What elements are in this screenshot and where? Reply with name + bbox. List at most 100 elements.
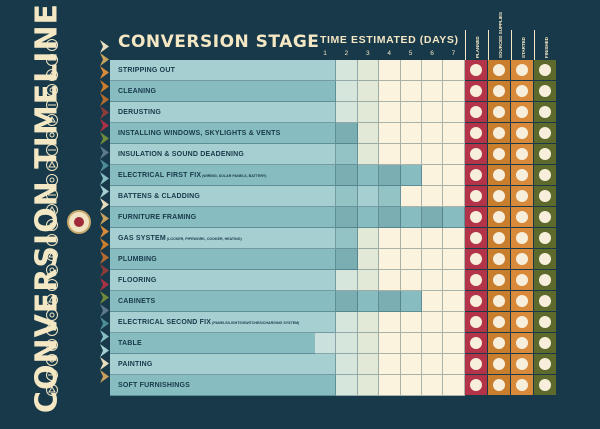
day-cell-filled[interactable] xyxy=(357,186,380,207)
status-cell[interactable] xyxy=(465,102,488,123)
status-cell[interactable] xyxy=(465,60,488,81)
day-cell-filled[interactable] xyxy=(315,291,337,312)
status-checkbox[interactable] xyxy=(470,148,482,160)
status-checkbox[interactable] xyxy=(539,85,551,97)
day-cell-filled[interactable] xyxy=(336,249,358,270)
day-cell[interactable] xyxy=(443,123,465,144)
day-cell-filled[interactable] xyxy=(379,186,401,207)
status-cell[interactable] xyxy=(511,333,534,354)
day-cell[interactable] xyxy=(400,312,422,333)
status-checkbox[interactable] xyxy=(516,337,528,349)
status-checkbox[interactable] xyxy=(493,169,505,181)
status-cell[interactable] xyxy=(465,186,488,207)
status-checkbox[interactable] xyxy=(470,379,482,391)
status-checkbox[interactable] xyxy=(470,169,482,181)
day-cell[interactable] xyxy=(357,249,380,270)
day-cell[interactable] xyxy=(357,123,380,144)
day-cell[interactable] xyxy=(357,354,380,375)
day-cell[interactable] xyxy=(379,144,401,165)
day-cell[interactable] xyxy=(422,186,444,207)
day-cell[interactable] xyxy=(422,165,444,186)
status-cell[interactable] xyxy=(511,144,534,165)
status-checkbox[interactable] xyxy=(493,316,505,328)
status-checkbox[interactable] xyxy=(539,211,551,223)
status-checkbox[interactable] xyxy=(539,232,551,244)
day-cell-filled[interactable] xyxy=(379,165,401,186)
status-cell[interactable] xyxy=(511,354,534,375)
status-cell[interactable] xyxy=(511,312,534,333)
status-checkbox[interactable] xyxy=(516,169,528,181)
day-cell[interactable] xyxy=(422,333,444,354)
day-cell[interactable] xyxy=(400,144,422,165)
status-cell[interactable] xyxy=(534,354,557,375)
status-cell[interactable] xyxy=(534,375,557,396)
status-cell[interactable] xyxy=(534,60,557,81)
day-cell[interactable] xyxy=(379,270,401,291)
day-cell[interactable] xyxy=(422,102,444,123)
day-cell[interactable] xyxy=(336,354,358,375)
status-checkbox[interactable] xyxy=(470,190,482,202)
status-checkbox[interactable] xyxy=(470,337,482,349)
status-cell[interactable] xyxy=(465,270,488,291)
status-cell[interactable] xyxy=(465,81,488,102)
day-cell[interactable] xyxy=(379,249,401,270)
day-cell[interactable] xyxy=(422,270,444,291)
status-checkbox[interactable] xyxy=(470,232,482,244)
day-cell[interactable] xyxy=(443,375,465,396)
day-cell[interactable] xyxy=(357,312,380,333)
day-cell-filled[interactable] xyxy=(315,123,337,144)
day-cell-filled[interactable] xyxy=(400,291,422,312)
status-checkbox[interactable] xyxy=(539,337,551,349)
status-checkbox[interactable] xyxy=(516,253,528,265)
day-cell-filled[interactable] xyxy=(379,207,401,228)
status-cell[interactable] xyxy=(534,228,557,249)
status-cell[interactable] xyxy=(465,312,488,333)
day-cell[interactable] xyxy=(400,102,422,123)
status-checkbox[interactable] xyxy=(516,295,528,307)
status-cell[interactable] xyxy=(465,207,488,228)
status-cell[interactable] xyxy=(465,165,488,186)
status-checkbox[interactable] xyxy=(493,253,505,265)
day-cell-filled[interactable] xyxy=(315,207,337,228)
status-cell[interactable] xyxy=(488,228,511,249)
day-cell-filled[interactable] xyxy=(315,186,337,207)
day-cell-filled[interactable] xyxy=(357,291,380,312)
status-cell[interactable] xyxy=(511,81,534,102)
day-cell[interactable] xyxy=(422,144,444,165)
status-cell[interactable] xyxy=(534,333,557,354)
day-cell[interactable] xyxy=(379,333,401,354)
status-checkbox[interactable] xyxy=(516,148,528,160)
day-cell[interactable] xyxy=(443,291,465,312)
day-cell[interactable] xyxy=(357,144,380,165)
day-cell-filled[interactable] xyxy=(336,144,358,165)
status-checkbox[interactable] xyxy=(470,211,482,223)
day-cell[interactable] xyxy=(422,375,444,396)
day-cell[interactable] xyxy=(443,102,465,123)
status-cell[interactable] xyxy=(488,102,511,123)
day-cell-filled[interactable] xyxy=(315,354,337,375)
status-cell[interactable] xyxy=(465,228,488,249)
day-cell[interactable] xyxy=(422,354,444,375)
status-cell[interactable] xyxy=(488,375,511,396)
day-cell[interactable] xyxy=(357,60,380,81)
status-cell[interactable] xyxy=(511,249,534,270)
status-checkbox[interactable] xyxy=(493,190,505,202)
status-checkbox[interactable] xyxy=(470,253,482,265)
day-cell[interactable] xyxy=(379,228,401,249)
status-checkbox[interactable] xyxy=(539,274,551,286)
status-cell[interactable] xyxy=(488,60,511,81)
day-cell[interactable] xyxy=(443,186,465,207)
status-cell[interactable] xyxy=(465,144,488,165)
day-cell[interactable] xyxy=(400,249,422,270)
day-cell-filled[interactable] xyxy=(315,60,337,81)
day-cell-filled[interactable] xyxy=(315,270,337,291)
day-cell[interactable] xyxy=(443,165,465,186)
day-cell-filled[interactable] xyxy=(379,291,401,312)
day-cell-filled[interactable] xyxy=(315,312,337,333)
status-checkbox[interactable] xyxy=(470,64,482,76)
day-cell[interactable] xyxy=(357,102,380,123)
status-checkbox[interactable] xyxy=(539,127,551,139)
day-cell-filled[interactable] xyxy=(336,186,358,207)
status-checkbox[interactable] xyxy=(493,274,505,286)
status-cell[interactable] xyxy=(534,186,557,207)
